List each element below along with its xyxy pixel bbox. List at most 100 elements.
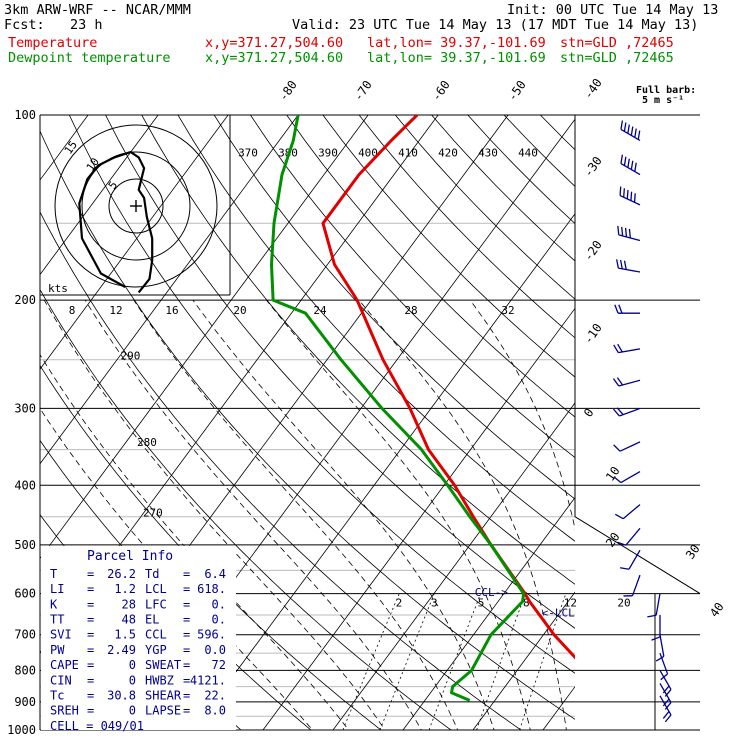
barb-staff: [618, 267, 641, 273]
parcel-eq: =: [87, 688, 94, 702]
hodograph-ring-5: [108, 178, 164, 234]
barb-flag: [620, 154, 624, 164]
barb-flag: [630, 126, 634, 136]
theta-label: 270: [143, 507, 163, 520]
mixing-ratio-label: 2: [396, 596, 403, 609]
moist-adiabat-0: [43, 299, 386, 730]
temperature-legend: Temperature: [8, 35, 98, 51]
temp-label-right: -40: [581, 76, 605, 102]
thetae-label: 8: [69, 304, 76, 317]
barb-flag: [621, 226, 624, 236]
wind-barb: [617, 527, 641, 546]
theta-label: 390: [318, 147, 338, 160]
temp-label-right: 10: [603, 464, 623, 484]
barb-staff: [620, 128, 641, 142]
barb-flag: [662, 698, 670, 707]
parcel-eq: =: [87, 673, 94, 687]
parcel-label: K: [50, 597, 58, 611]
barb-flag: [637, 130, 641, 140]
barb-flag: [647, 614, 657, 618]
parcel-value: 26.2: [107, 567, 136, 581]
parcel-value: 48: [122, 612, 136, 626]
pressure-label: 100: [14, 108, 36, 122]
dry-adiabat-310: [68, 115, 575, 674]
parcel-label: PW: [50, 643, 65, 657]
hodograph: [54, 124, 218, 294]
barb-staff: [622, 504, 641, 520]
parcel-eq: =: [87, 628, 94, 642]
wind-barb: [614, 504, 641, 520]
parcel-label: LFC: [145, 597, 167, 611]
barb-flag: [655, 655, 665, 662]
parcel-eq: =: [183, 612, 190, 626]
barb-staff: [631, 574, 641, 597]
isotherm--70: [40, 115, 369, 560]
moist-adiabat-25: [358, 299, 567, 730]
parcel-value: 22.: [204, 688, 226, 702]
barb-staff: [659, 652, 669, 675]
dry-adiabat-370: [286, 115, 575, 418]
dry-adiabat-440: [540, 115, 575, 151]
theta-label: 430: [478, 147, 498, 160]
pressure-label: 300: [14, 401, 36, 415]
parcel-label: HWBZ: [145, 673, 174, 687]
parcel-eq: =: [87, 643, 94, 657]
barb-legend-title: Full barb:: [636, 85, 696, 96]
parcel-value: 0: [129, 673, 136, 687]
parcel-label: Tc: [50, 688, 64, 702]
wind-barb: [620, 549, 641, 570]
wind-barb: [659, 695, 672, 723]
wind-barb: [612, 407, 641, 417]
wind-barb: [651, 614, 661, 641]
barb-flag: [616, 407, 624, 416]
barb-flag: [630, 160, 634, 170]
ccl-marker: CCL->: [475, 586, 508, 599]
model-title: 3km ARW-WRF -- NCAR/MMM: [4, 2, 191, 18]
parcel-title: Parcel Info: [87, 549, 173, 564]
barb-flag: [620, 567, 630, 570]
parcel-eq: =: [183, 658, 190, 672]
dew-latlon: lat,lon= 39.37,-101.69: [367, 50, 546, 66]
parcel-value: 0.: [212, 597, 226, 611]
dry-adiabat-330: [141, 115, 575, 585]
pressure-label: 400: [14, 478, 36, 492]
barb-flag: [623, 188, 625, 198]
valid-time: Valid: 23 UTC Tue 14 May 13 (17 MDT Tue …: [292, 17, 699, 33]
barb-flag: [619, 186, 622, 196]
moist-adiabat-10: [133, 299, 459, 730]
parcel-eq: =: [183, 582, 190, 596]
dry-adiabat-340: [177, 115, 575, 542]
wind-barb: [613, 441, 641, 452]
moist-adiabat--5: [40, 353, 350, 730]
moist-adiabat--10: [40, 407, 314, 730]
barb-flag: [630, 191, 633, 201]
parcel-label: SHEAR: [145, 688, 182, 702]
temp-label-right: -20: [581, 238, 605, 264]
parcel-eq: =: [183, 673, 190, 687]
barb-flag: [613, 344, 619, 353]
parcel-label: EL: [145, 612, 159, 626]
dewpoint-curve: [270, 115, 526, 702]
hodograph-ring-label: 10: [84, 155, 102, 173]
thetae-label: 16: [165, 304, 178, 317]
temp-tick: 30: [683, 542, 703, 562]
dry-adiabat-390: [358, 115, 575, 339]
theta-label: 280: [137, 436, 157, 449]
pressure-label: 600: [14, 587, 36, 601]
barb-flag: [664, 714, 672, 723]
wind-barb: [613, 471, 641, 484]
dry-adiabat-280: [40, 288, 452, 730]
dry-adiabat-430: [503, 115, 575, 187]
temp-tick: 40: [707, 600, 727, 620]
parcel-label: SVI: [50, 628, 72, 642]
hodograph-ring-10: [81, 151, 191, 261]
barb-flag: [633, 193, 636, 203]
temp-tick: 0: [581, 406, 597, 420]
pressure-label: 700: [14, 628, 36, 642]
isotherm--20: [262, 307, 575, 730]
barb-staff: [625, 527, 641, 546]
barb-staff: [620, 163, 641, 176]
barb-flag: [618, 304, 623, 314]
mixing-ratio-20: [576, 594, 619, 730]
barb-flag: [617, 343, 623, 353]
